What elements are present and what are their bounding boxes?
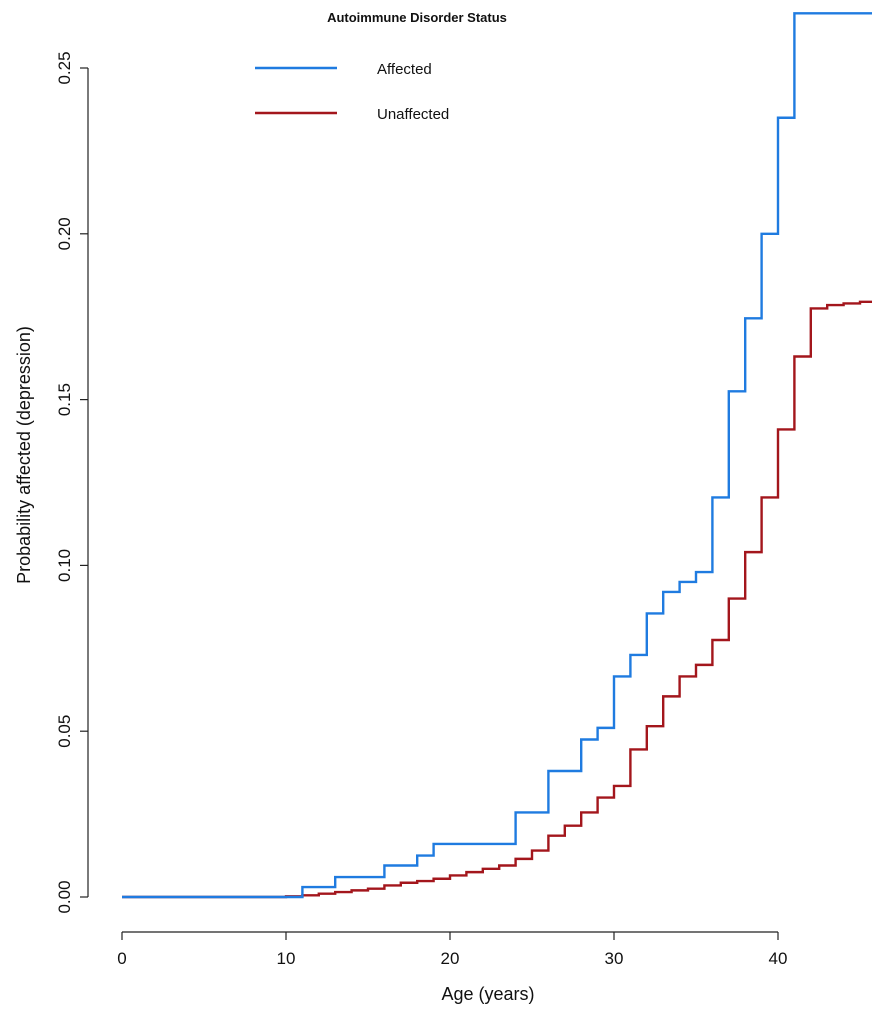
series-layer — [122, 12, 872, 899]
y-axis-title: Probability affected (depression) — [14, 326, 34, 584]
x-tick-label: 10 — [277, 949, 296, 968]
y-tick-label: 0.10 — [55, 549, 74, 582]
x-axis: 0 10 20 30 40 — [117, 931, 788, 968]
series-line-unaffected — [122, 300, 872, 899]
legend: Autoimmune Disorder Status Affected Unaff… — [255, 10, 507, 123]
legend-label-affected: Affected — [377, 61, 432, 78]
y-tick-label: 0.20 — [55, 217, 74, 250]
series-line-affected — [122, 12, 872, 899]
x-tick-label: 40 — [769, 949, 788, 968]
y-tick-label: 0.25 — [55, 51, 74, 84]
legend-title: Autoimmune Disorder Status — [327, 10, 507, 25]
y-tick-label: 0.00 — [55, 880, 74, 913]
y-axis: 0.00 0.05 0.10 0.15 0.20 0.25 — [55, 51, 89, 914]
y-tick-label: 0.15 — [55, 383, 74, 416]
x-tick-label: 30 — [605, 949, 624, 968]
x-tick-label: 20 — [441, 949, 460, 968]
y-tick-label: 0.05 — [55, 715, 74, 748]
legend-label-unaffected: Unaffected — [377, 106, 449, 123]
x-axis-title: Age (years) — [441, 984, 534, 1004]
x-tick-label: 0 — [117, 949, 126, 968]
